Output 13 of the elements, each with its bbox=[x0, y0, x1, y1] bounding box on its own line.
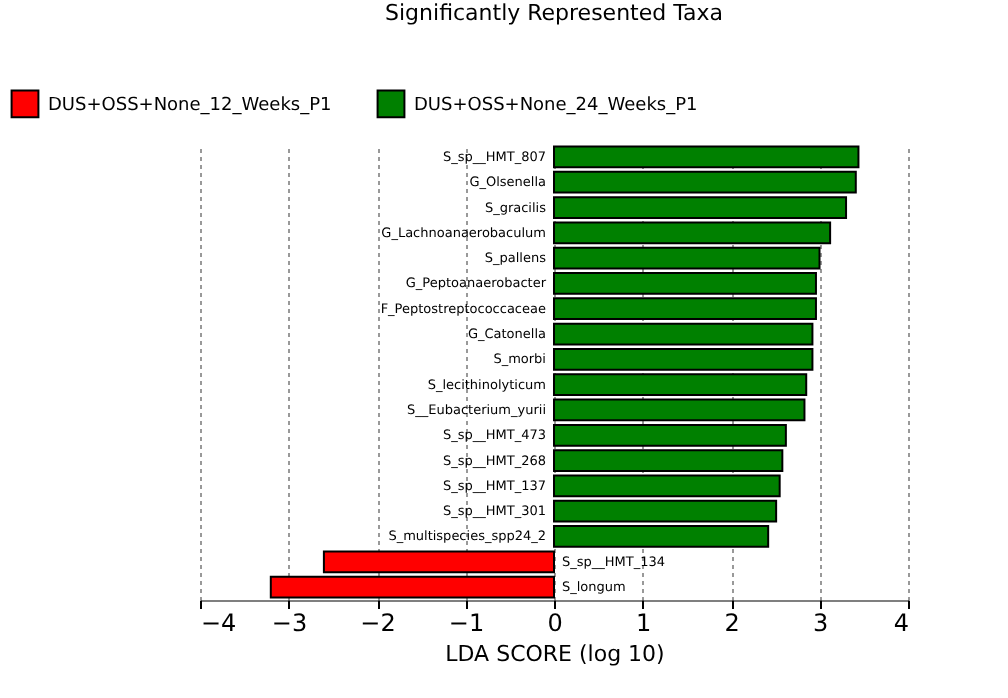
legend-label: DUS+OSS+None_24_Weeks_P1 bbox=[414, 95, 698, 116]
x-tick-label: −3 bbox=[271, 609, 308, 637]
x-tick-label: 3 bbox=[812, 609, 829, 637]
x-tick-label: 4 bbox=[893, 609, 909, 637]
x-tick-label: 2 bbox=[724, 609, 740, 637]
x-tick-label: −4 bbox=[201, 609, 237, 637]
chart-title: Significantly Represented Taxa bbox=[385, 0, 723, 26]
x-axis-title: LDA SCORE (log 10) bbox=[445, 641, 665, 667]
x-tick-label: 1 bbox=[635, 609, 652, 637]
x-tick-label: −2 bbox=[360, 609, 396, 637]
x-tick-label: −1 bbox=[448, 609, 485, 637]
x-tick-label: 0 bbox=[547, 609, 563, 637]
legend-label: DUS+OSS+None_12_Weeks_P1 bbox=[48, 95, 332, 116]
